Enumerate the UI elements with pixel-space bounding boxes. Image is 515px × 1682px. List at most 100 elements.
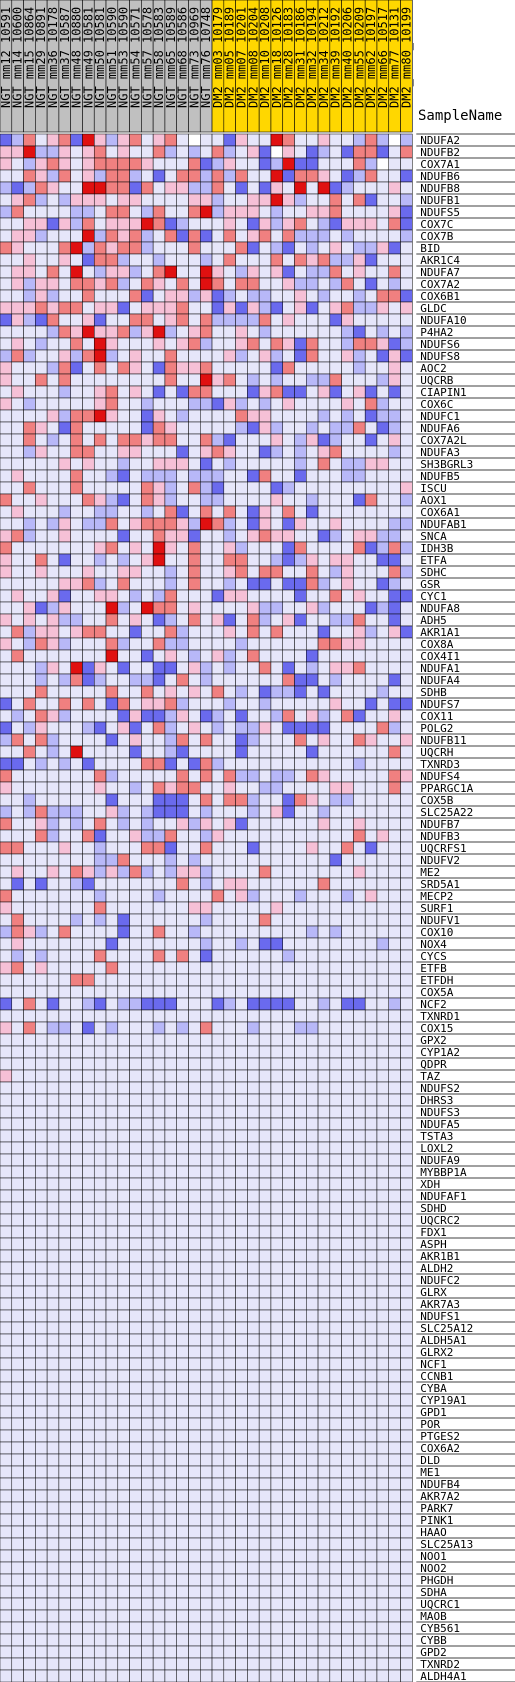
row-label: UQCRC2 <box>420 1214 460 1227</box>
heatmap-cell <box>23 157 36 171</box>
heatmap-cell <box>200 481 213 495</box>
heatmap-cell <box>0 589 13 603</box>
heatmap-cell <box>188 985 201 999</box>
heatmap-cell <box>58 517 71 531</box>
heatmap-cell <box>82 1357 95 1371</box>
heatmap-cell <box>247 1165 260 1179</box>
heatmap-cell <box>176 325 189 339</box>
heatmap-cell <box>35 1045 48 1059</box>
heatmap-cell <box>93 1093 107 1107</box>
heatmap-cell <box>129 721 142 735</box>
heatmap-cell <box>82 817 95 831</box>
heatmap-cell <box>176 529 189 543</box>
heatmap-cell <box>270 1537 283 1551</box>
heatmap-cell <box>388 433 401 447</box>
heatmap-cell <box>152 1501 166 1515</box>
heatmap-cell <box>117 385 130 399</box>
heatmap-cell <box>35 817 48 831</box>
heatmap-cell <box>200 829 213 843</box>
row-label: NDUFB2 <box>420 146 460 159</box>
heatmap-cell <box>400 541 413 555</box>
heatmap-cell <box>376 769 389 783</box>
heatmap-cell <box>247 505 260 519</box>
heatmap-cell <box>58 1333 71 1347</box>
heatmap-cell <box>35 1297 48 1311</box>
row-label: GLRX2 <box>420 1346 453 1359</box>
heatmap-cell <box>117 1069 130 1083</box>
heatmap-cell <box>294 1393 307 1407</box>
heatmap-cell <box>258 745 272 759</box>
heatmap-cell <box>70 361 83 375</box>
heatmap-cell <box>93 253 107 267</box>
heatmap-cell <box>70 1657 83 1671</box>
heatmap-cell <box>129 1177 142 1191</box>
heatmap-cell <box>23 661 36 675</box>
heatmap-cell <box>129 1657 142 1671</box>
heatmap-cell <box>388 1261 401 1275</box>
heatmap-cell <box>164 1213 177 1227</box>
heatmap-cell <box>306 1297 319 1311</box>
heatmap-cell <box>11 649 24 663</box>
heatmap-cell <box>93 481 107 495</box>
heatmap-cell <box>58 1225 71 1239</box>
heatmap-cell <box>353 721 366 735</box>
heatmap-cell <box>129 769 142 783</box>
heatmap-cell <box>235 1021 248 1035</box>
heatmap-cell <box>200 817 213 831</box>
heatmap-cell <box>376 1057 389 1071</box>
heatmap-cell <box>294 901 307 915</box>
heatmap-cell <box>129 1009 142 1023</box>
heatmap-cell <box>46 457 60 471</box>
heatmap-cell <box>270 1525 283 1539</box>
heatmap-cell <box>247 1561 260 1575</box>
heatmap-cell <box>388 265 401 279</box>
heatmap-cell <box>23 1657 36 1671</box>
heatmap-cell <box>329 1585 342 1599</box>
heatmap-cell <box>11 853 24 867</box>
heatmap-cell <box>388 517 401 531</box>
heatmap-cell <box>317 1141 331 1155</box>
heatmap-cell <box>188 1585 201 1599</box>
heatmap-cell <box>46 409 60 423</box>
heatmap-cell <box>294 745 307 759</box>
heatmap-cell <box>306 373 319 387</box>
heatmap-cell <box>176 397 189 411</box>
heatmap-cell <box>46 1501 60 1515</box>
heatmap-cell <box>270 721 283 735</box>
row-label: TXNRD3 <box>420 758 460 771</box>
heatmap-cell <box>188 313 201 327</box>
heatmap-cell <box>141 1537 154 1551</box>
heatmap-cell <box>258 1033 272 1047</box>
heatmap-cell <box>176 589 189 603</box>
heatmap-cell <box>176 781 189 795</box>
heatmap-cell <box>211 241 225 255</box>
row-label: NDUFS3 <box>420 1106 460 1119</box>
heatmap-cell <box>82 181 95 195</box>
heatmap-cell <box>317 385 331 399</box>
heatmap-cell <box>105 541 119 555</box>
heatmap-cell <box>152 373 166 387</box>
heatmap-cell <box>247 1009 260 1023</box>
heatmap-cell <box>329 613 342 627</box>
heatmap-cell <box>0 1597 13 1611</box>
heatmap-cell <box>258 721 272 735</box>
heatmap-cell <box>188 697 201 711</box>
heatmap-cell <box>317 457 331 471</box>
heatmap-cell <box>258 1513 272 1527</box>
heatmap-cell <box>0 1405 13 1419</box>
heatmap-cell <box>329 517 342 531</box>
heatmap-cell <box>329 181 342 195</box>
heatmap-cell <box>188 145 201 159</box>
heatmap-cell <box>70 1381 83 1395</box>
heatmap-cell <box>306 169 319 183</box>
heatmap-cell <box>400 1477 413 1491</box>
heatmap-cell <box>282 745 295 759</box>
heatmap-cell <box>129 409 142 423</box>
heatmap-cell <box>23 1213 36 1227</box>
heatmap-cell <box>46 685 60 699</box>
heatmap-cell <box>93 901 107 915</box>
heatmap-cell <box>188 1081 201 1095</box>
heatmap-cell <box>282 949 295 963</box>
heatmap-cell <box>235 1345 248 1359</box>
heatmap-cell <box>400 913 413 927</box>
